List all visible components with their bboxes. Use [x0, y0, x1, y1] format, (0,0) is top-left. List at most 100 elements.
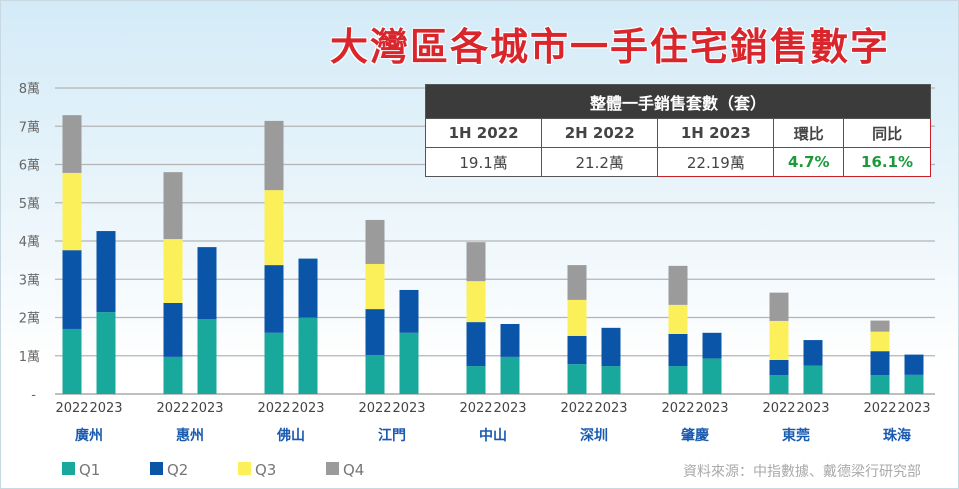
- x-tick-year: 2022: [762, 401, 795, 416]
- bar-segment-q2: [500, 324, 520, 357]
- x-category-label: 肇慶: [681, 427, 709, 444]
- legend-swatch-q3: [238, 462, 251, 475]
- x-category-label: 江門: [378, 427, 406, 444]
- bar-segment-q1: [904, 374, 924, 394]
- cell-value: 22.19萬: [657, 147, 775, 177]
- bar-segment-q1: [197, 319, 217, 394]
- cell-value-qoq: 4.7%: [773, 147, 845, 177]
- bar-segment-q2: [197, 247, 217, 320]
- bar-segment-q3: [163, 239, 183, 303]
- y-tick-label: 3萬: [19, 273, 40, 288]
- y-tick-label: 5萬: [19, 197, 40, 212]
- summary-table: 整體一手銷售套數（套） 1H 2022 2H 2022 1H 2023 環比 同…: [424, 84, 931, 177]
- x-category-label: 佛山: [276, 427, 305, 444]
- bar-segment-q1: [870, 375, 890, 394]
- x-category-label: 中山: [479, 427, 507, 444]
- x-tick-year: 2022: [661, 401, 694, 416]
- legend-swatch-q2: [150, 462, 163, 475]
- bar-segment-q4: [62, 115, 82, 173]
- col-header: 環比: [773, 118, 845, 148]
- x-tick-year: 2023: [695, 401, 728, 416]
- bar-segment-q1: [702, 358, 722, 394]
- bar-segment-q2: [298, 258, 318, 318]
- y-tick-label: 1萬: [19, 350, 40, 365]
- bar-segment-q2: [870, 351, 890, 376]
- legend-label: Q2: [167, 461, 188, 479]
- legend-label: Q4: [343, 461, 364, 479]
- cell-value-yoy: 16.1%: [843, 147, 931, 177]
- bar-segment-q1: [62, 328, 82, 394]
- bar-segment-q2: [399, 289, 419, 333]
- col-header: 1H 2023: [657, 118, 775, 148]
- y-tick-label: 8萬: [19, 82, 40, 97]
- bar-segment-q1: [96, 312, 116, 394]
- bar-segment-q4: [870, 320, 890, 332]
- x-tick-year: 2022: [358, 401, 391, 416]
- x-tick-year: 2022: [560, 401, 593, 416]
- x-category-label: 深圳: [580, 427, 608, 444]
- bar-segment-q2: [567, 335, 587, 365]
- legend-label: Q3: [255, 461, 276, 479]
- bar-segment-q4: [163, 172, 183, 240]
- cell-value: 21.2萬: [541, 147, 659, 177]
- x-tick-year: 2023: [796, 401, 829, 416]
- x-tick-year: 2023: [89, 401, 122, 416]
- bar-segment-q3: [62, 172, 82, 251]
- bar-segment-q2: [601, 327, 621, 367]
- x-category-label: 惠州: [176, 427, 204, 444]
- bar-segment-q2: [904, 354, 924, 375]
- bar-segment-q3: [365, 263, 385, 310]
- bar-segment-q1: [567, 364, 587, 394]
- x-tick-year: 2022: [863, 401, 896, 416]
- bar-segment-q2: [769, 359, 789, 376]
- x-tick-year: 2022: [156, 401, 189, 416]
- chart-title: 大灣區各城市一手住宅銷售數字: [329, 25, 890, 69]
- legend-label: Q1: [79, 461, 100, 479]
- col-header: 同比: [843, 118, 931, 148]
- bar-segment-q2: [803, 340, 823, 366]
- bar-segment-q2: [163, 302, 183, 357]
- bar-segment-q3: [466, 281, 486, 323]
- x-tick-year: 2022: [257, 401, 290, 416]
- x-tick-year: 2023: [897, 401, 930, 416]
- x-tick-year: 2023: [190, 401, 223, 416]
- bar-segment-q1: [769, 375, 789, 394]
- y-tick-label: 7萬: [19, 120, 40, 135]
- x-category-label: 東莞: [782, 427, 810, 444]
- x-tick-year: 2023: [291, 401, 324, 416]
- y-tick-label: 2萬: [19, 312, 40, 327]
- bar-segment-q1: [163, 356, 183, 394]
- y-tick-label: 4萬: [19, 235, 40, 250]
- legend-swatch-q1: [62, 462, 75, 475]
- bar-segment-q4: [668, 265, 688, 305]
- x-tick-year: 2022: [459, 401, 492, 416]
- x-tick-year: 2023: [392, 401, 425, 416]
- bar-segment-q1: [500, 356, 520, 394]
- bar-segment-q1: [399, 332, 419, 394]
- bar-segment-q4: [466, 242, 486, 282]
- bar-segment-q4: [769, 292, 789, 321]
- summary-table-header: 整體一手銷售套數（套）: [425, 84, 931, 119]
- x-category-label: 珠海: [883, 427, 911, 444]
- col-header: 2H 2022: [541, 118, 659, 148]
- bar-segment-q3: [769, 320, 789, 360]
- bar-segment-q2: [96, 231, 116, 313]
- bar-segment-q1: [601, 366, 621, 394]
- bar-segment-q2: [365, 309, 385, 355]
- cell-value: 19.1萬: [424, 147, 543, 177]
- bar-segment-q2: [62, 250, 82, 329]
- x-tick-year: 2022: [55, 401, 88, 416]
- bar-segment-q1: [264, 332, 284, 394]
- bar-segment-q2: [668, 333, 688, 367]
- bar-segment-q3: [668, 304, 688, 334]
- x-category-label: 廣州: [75, 427, 103, 444]
- y-tick-label: -: [31, 388, 36, 403]
- bar-segment-q3: [567, 299, 587, 336]
- bar-segment-q2: [264, 265, 284, 333]
- bar-segment-q4: [567, 265, 587, 300]
- bar-segment-q4: [264, 120, 284, 191]
- bar-segment-q1: [803, 365, 823, 394]
- bar-segment-q1: [365, 354, 385, 394]
- y-tick-label: 6萬: [19, 159, 40, 174]
